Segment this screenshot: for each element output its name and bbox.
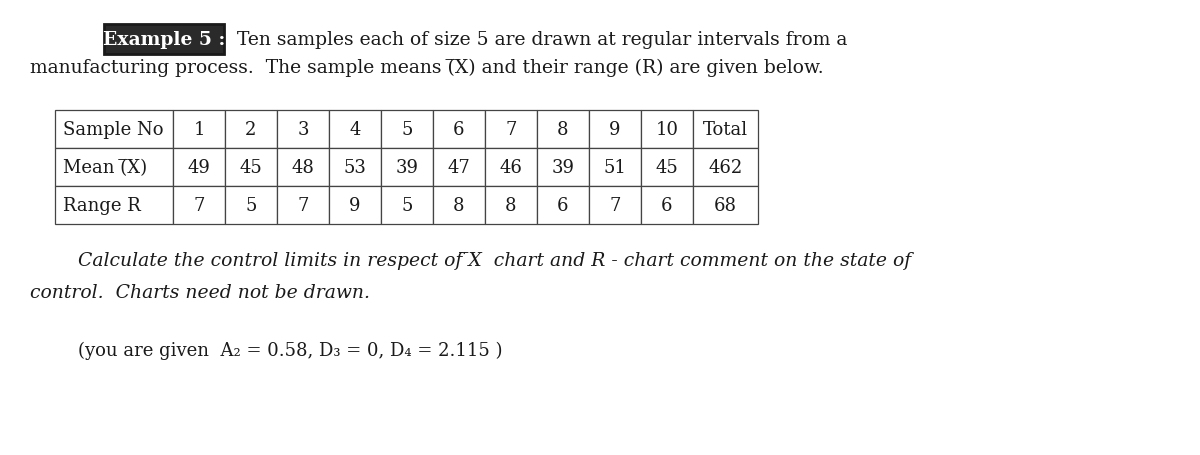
Bar [329, 187, 382, 224]
Text: control.  Charts need not be drawn.: control. Charts need not be drawn. [30, 283, 370, 301]
Text: 49: 49 [187, 159, 210, 177]
Text: 1: 1 [193, 121, 205, 139]
Bar [226, 111, 277, 149]
Bar [589, 149, 641, 187]
Bar [173, 187, 226, 224]
Bar [433, 149, 485, 187]
Bar [55, 187, 173, 224]
Text: 46: 46 [499, 159, 522, 177]
Text: 39: 39 [552, 159, 575, 177]
Text: 8: 8 [505, 197, 517, 214]
Bar [433, 111, 485, 149]
Text: 6: 6 [661, 197, 673, 214]
Text: (you are given  A₂ = 0.58, D₃ = 0, D₄ = 2.115 ): (you are given A₂ = 0.58, D₃ = 0, D₄ = 2… [78, 341, 503, 359]
Bar [538, 149, 589, 187]
Bar [485, 149, 538, 187]
Text: 7: 7 [193, 197, 205, 214]
Text: 6: 6 [557, 197, 569, 214]
Bar [694, 187, 758, 224]
Bar [538, 187, 589, 224]
Text: 7: 7 [505, 121, 517, 139]
Bar [382, 111, 433, 149]
Bar [485, 111, 538, 149]
Text: manufacturing process.  The sample means (̅X) and their range (R) are given belo: manufacturing process. The sample means … [30, 59, 823, 77]
Bar [538, 111, 589, 149]
Bar [55, 149, 173, 187]
Bar [55, 111, 173, 149]
Bar [589, 111, 641, 149]
Text: 10: 10 [655, 121, 678, 139]
Text: Range R: Range R [64, 197, 140, 214]
Text: 7: 7 [298, 197, 308, 214]
Text: 8: 8 [557, 121, 569, 139]
Text: 3: 3 [298, 121, 308, 139]
Text: 53: 53 [343, 159, 366, 177]
Text: 7: 7 [610, 197, 620, 214]
Bar [277, 149, 329, 187]
Bar [382, 187, 433, 224]
Text: 51: 51 [604, 159, 626, 177]
Bar [226, 187, 277, 224]
Text: 2: 2 [245, 121, 257, 139]
Bar [641, 111, 694, 149]
Text: 45: 45 [655, 159, 678, 177]
Bar [589, 187, 641, 224]
Bar [694, 149, 758, 187]
Bar [382, 149, 433, 187]
Text: 5: 5 [245, 197, 257, 214]
Text: 5: 5 [401, 197, 413, 214]
Text: Mean (̅X): Mean (̅X) [64, 159, 148, 177]
Bar [694, 111, 758, 149]
Bar [173, 111, 226, 149]
Text: 48: 48 [292, 159, 314, 177]
Bar [277, 187, 329, 224]
Bar [329, 149, 382, 187]
Text: Sample No: Sample No [64, 121, 163, 139]
Bar [641, 149, 694, 187]
Text: Example 5 :: Example 5 : [103, 31, 226, 49]
Text: 5: 5 [401, 121, 413, 139]
Text: 9: 9 [610, 121, 620, 139]
Text: 39: 39 [396, 159, 419, 177]
Text: 4: 4 [349, 121, 361, 139]
Text: 462: 462 [708, 159, 743, 177]
Bar [277, 111, 329, 149]
Bar [433, 187, 485, 224]
FancyBboxPatch shape [104, 25, 224, 55]
Bar [641, 187, 694, 224]
Text: Ten samples each of size 5 are drawn at regular intervals from a: Ten samples each of size 5 are drawn at … [238, 31, 847, 49]
Text: Total: Total [703, 121, 748, 139]
Text: 45: 45 [240, 159, 263, 177]
Text: 6: 6 [454, 121, 464, 139]
Bar [329, 111, 382, 149]
Bar [485, 187, 538, 224]
Text: 68: 68 [714, 197, 737, 214]
Text: 47: 47 [448, 159, 470, 177]
Bar [173, 149, 226, 187]
Text: 8: 8 [454, 197, 464, 214]
Text: 9: 9 [349, 197, 361, 214]
Text: Calculate the control limits in respect of ̅X  chart and R - chart comment on th: Calculate the control limits in respect … [78, 252, 911, 269]
Bar [226, 149, 277, 187]
